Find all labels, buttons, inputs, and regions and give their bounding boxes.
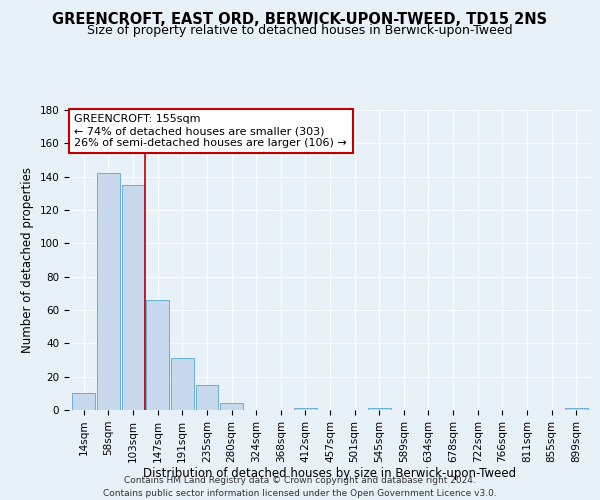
Bar xyxy=(73,394,95,410)
Bar xyxy=(294,408,317,410)
Text: GREENCROFT, EAST ORD, BERWICK-UPON-TWEED, TD15 2NS: GREENCROFT, EAST ORD, BERWICK-UPON-TWEED… xyxy=(52,12,548,28)
Text: GREENCROFT: 155sqm
← 74% of detached houses are smaller (303)
26% of semi-detach: GREENCROFT: 155sqm ← 74% of detached hou… xyxy=(74,114,347,148)
Bar xyxy=(97,174,120,410)
Bar xyxy=(146,300,169,410)
Y-axis label: Number of detached properties: Number of detached properties xyxy=(21,167,34,353)
Bar xyxy=(368,408,391,410)
Bar xyxy=(565,408,587,410)
Bar xyxy=(196,385,218,410)
X-axis label: Distribution of detached houses by size in Berwick-upon-Tweed: Distribution of detached houses by size … xyxy=(143,468,517,480)
Bar xyxy=(220,404,243,410)
Text: Contains HM Land Registry data © Crown copyright and database right 2024.
Contai: Contains HM Land Registry data © Crown c… xyxy=(103,476,497,498)
Text: Size of property relative to detached houses in Berwick-upon-Tweed: Size of property relative to detached ho… xyxy=(87,24,513,37)
Bar xyxy=(171,358,194,410)
Bar xyxy=(122,185,145,410)
